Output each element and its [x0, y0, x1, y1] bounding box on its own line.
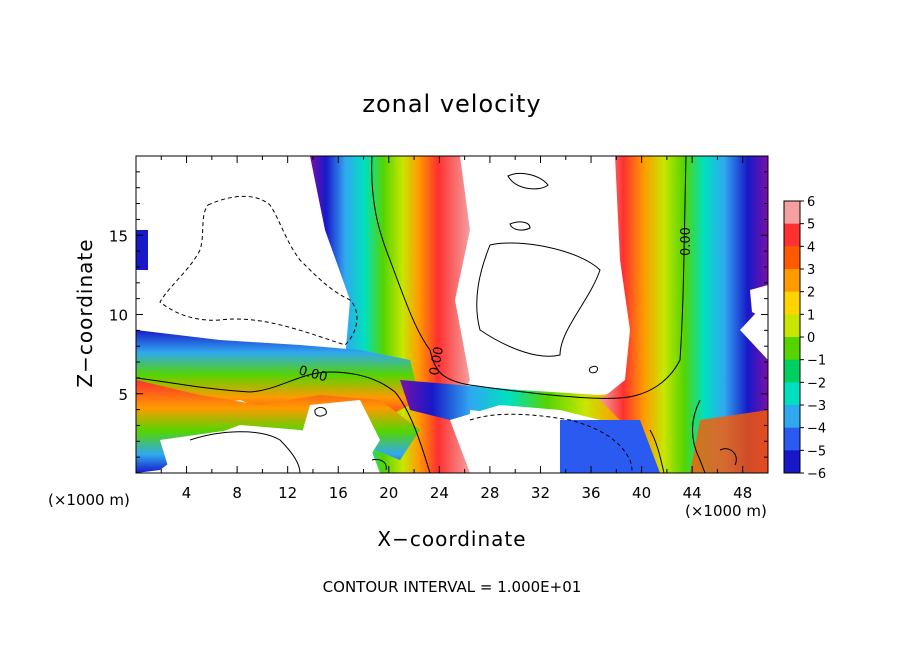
x-tick-label: 12	[278, 484, 297, 502]
y-axis-ticks: 5 10 15	[109, 155, 768, 474]
colorbar-swatch	[784, 269, 800, 293]
y-tick-label: 10	[109, 307, 128, 325]
colorbar-label: 3	[807, 263, 815, 278]
colorbar-label: 1	[807, 308, 815, 323]
contour-label-3: 0.00	[679, 227, 694, 256]
x-tick-label: 44	[683, 484, 702, 502]
colorbar-label: −3	[807, 399, 826, 414]
x-tick-label: 28	[480, 484, 499, 502]
chart-title: zonal velocity	[362, 90, 541, 118]
colorbar-swatch	[784, 337, 800, 361]
x-tick-label: 16	[329, 484, 348, 502]
colorbar-label: −2	[807, 376, 826, 391]
x-tick-label: 8	[232, 484, 242, 502]
colorbar-label: −5	[807, 444, 826, 459]
colorbar-swatch	[784, 450, 800, 474]
colorbar-swatch	[784, 359, 800, 383]
colorbar-label: 5	[807, 218, 815, 233]
x-tick-label: 32	[531, 484, 550, 502]
contour-label-2: 0.00	[427, 346, 447, 377]
colorbar: 6 5 4 3 2 1 0 −1 −2 −3 −4 −5 −6	[783, 195, 826, 482]
colorbar-swatch	[784, 246, 800, 270]
x-axis-label: X−coordinate	[377, 527, 526, 551]
negative-contours	[159, 195, 633, 473]
colorbar-swatch	[784, 405, 800, 429]
y-tick-label: 15	[109, 227, 128, 245]
colorbar-swatch	[784, 291, 800, 315]
x-tick-label: 4	[182, 484, 192, 502]
colorbar-label: 6	[807, 195, 815, 210]
x-unit-right: (×1000 m)	[685, 502, 767, 520]
contour-lines	[136, 156, 737, 473]
x-tick-label: 48	[733, 484, 752, 502]
y-axis-label: Z−coordinate	[73, 238, 97, 387]
colorbar-swatch	[784, 223, 800, 247]
colorbar-swatch	[784, 382, 800, 406]
colorbar-swatch	[784, 427, 800, 451]
velocity-field	[136, 156, 768, 473]
colorbar-swatch	[784, 201, 800, 225]
colorbar-swatch	[784, 314, 800, 338]
x-tick-label: 20	[379, 484, 398, 502]
x-unit-left: (×1000 m)	[48, 491, 130, 509]
colorbar-label: −6	[807, 467, 826, 482]
colorbar-label: −1	[807, 354, 826, 369]
x-tick-label: 40	[632, 484, 651, 502]
x-axis-ticks: 4 8 12 16 20 24 28 32 36 40 44 48	[135, 156, 769, 502]
contour-label-1: 0.00	[297, 363, 329, 385]
colorbar-label: 2	[807, 286, 815, 301]
x-tick-label: 24	[430, 484, 449, 502]
colorbar-label: −4	[807, 422, 826, 437]
colorbar-label: 4	[807, 240, 815, 255]
x-tick-label: 36	[581, 484, 600, 502]
contour-interval-note: CONTOUR INTERVAL = 1.000E+01	[323, 578, 582, 596]
colorbar-label: 0	[807, 331, 815, 346]
y-tick-label: 5	[118, 386, 128, 404]
